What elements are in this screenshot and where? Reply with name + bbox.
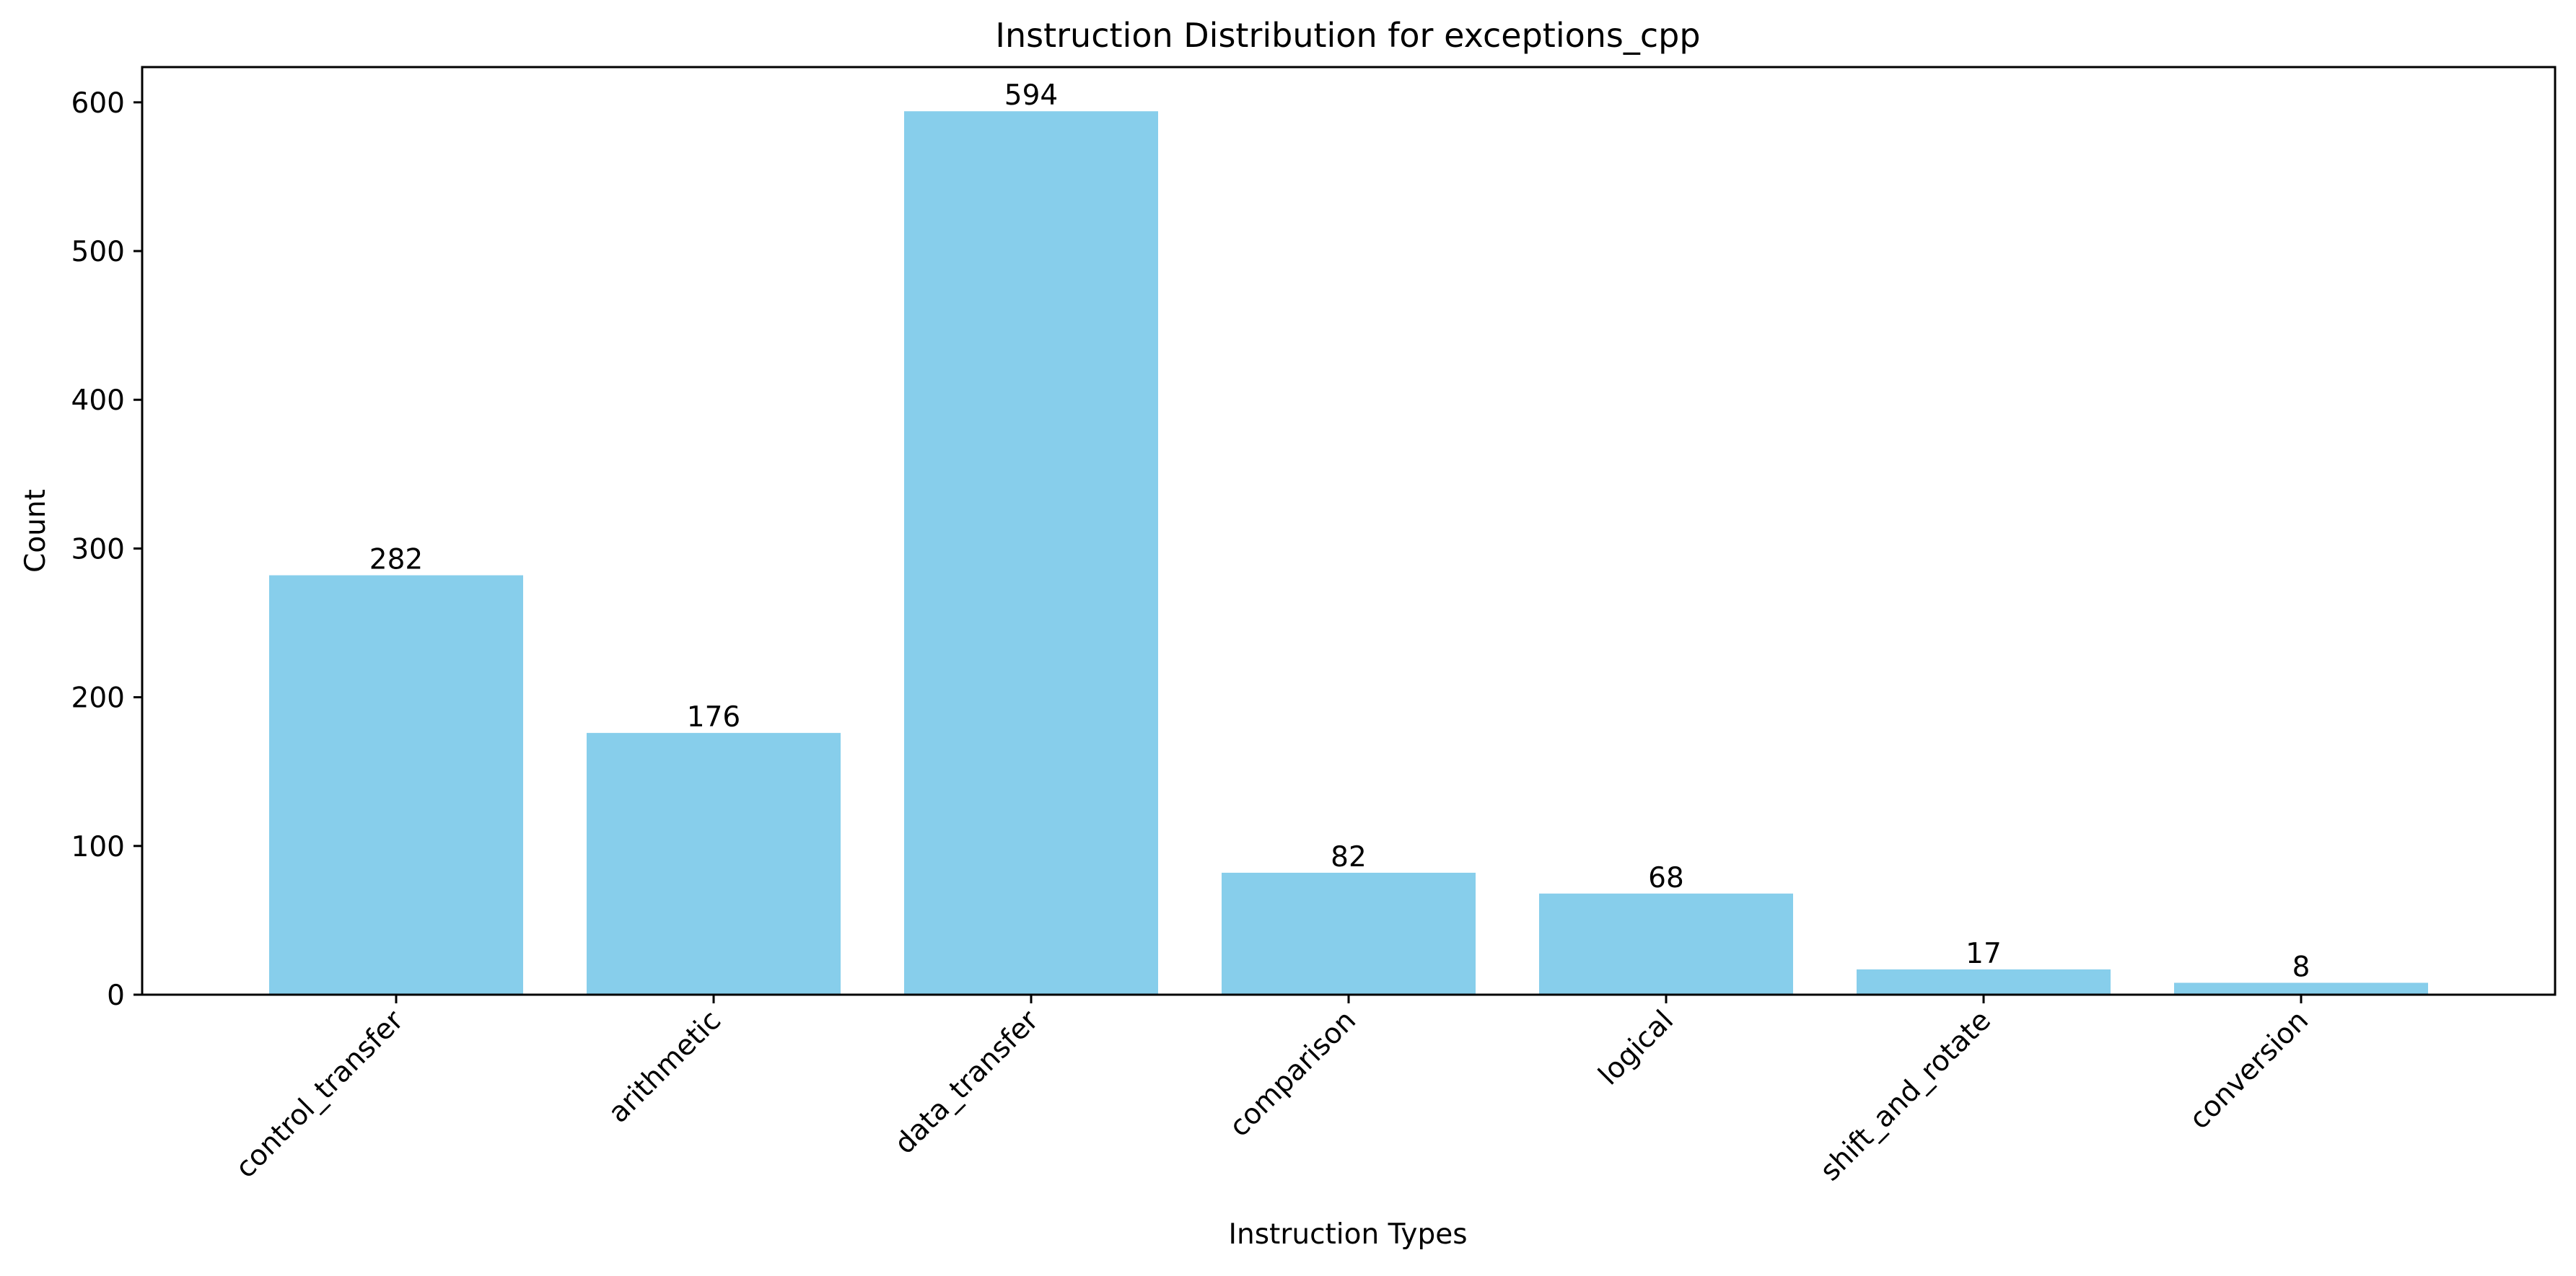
y-axis: 0 100 200 300 400 500 600 — [71, 87, 142, 1012]
y-tick-label-300: 300 — [71, 533, 125, 566]
x-tick-label-data_transfer: data_transfer — [888, 1004, 1045, 1161]
x-tick-label-arithmetic: arithmetic — [603, 1004, 727, 1129]
data-label-arithmetic: 176 — [687, 701, 740, 734]
y-tick-label-0: 0 — [107, 980, 125, 1012]
bars-layer — [269, 111, 2428, 995]
data-label-data_transfer: 594 — [1004, 79, 1058, 112]
x-tick-label-shift_and_rotate: shift_and_rotate — [1814, 1004, 1997, 1187]
data-label-control_transfer: 282 — [369, 544, 423, 576]
bar-shift_and_rotate — [1857, 969, 2111, 995]
data-label-shift_and_rotate: 17 — [1966, 938, 2002, 970]
y-tick-label-200: 200 — [71, 682, 125, 715]
bar-data_transfer — [904, 111, 1158, 995]
y-tick-label-500: 500 — [71, 236, 125, 268]
data-label-comparison: 82 — [1331, 841, 1367, 874]
y-tick-label-100: 100 — [71, 831, 125, 863]
plot-frame — [141, 66, 2557, 996]
data-label-logical: 68 — [1648, 862, 1684, 894]
x-tick-label-control_transfer: control_transfer — [229, 1004, 411, 1185]
x-tick-label-comparison: comparison — [1223, 1004, 1362, 1143]
bar-conversion — [2174, 982, 2428, 995]
y-tick-label-600: 600 — [71, 87, 125, 120]
bar-control_transfer — [269, 575, 523, 995]
bar-logical — [1539, 893, 1793, 995]
bar-comparison — [1222, 872, 1476, 995]
x-axis-label: Instruction Types — [1228, 1218, 1467, 1251]
x-tick-label-conversion: conversion — [2183, 1004, 2315, 1135]
chart-title: Instruction Distribution for exceptions_… — [995, 16, 1700, 55]
x-axis: control_transfer arithmetic data_transfer c… — [229, 995, 2315, 1187]
data-label-conversion: 8 — [2292, 951, 2310, 984]
bar-arithmetic — [587, 733, 841, 995]
y-tick-label-400: 400 — [71, 384, 125, 417]
data-labels-layer: 282 176 594 82 68 17 8 — [369, 79, 2310, 983]
y-axis-label: Count — [19, 489, 52, 573]
x-tick-label-logical: logical — [1593, 1004, 1680, 1091]
